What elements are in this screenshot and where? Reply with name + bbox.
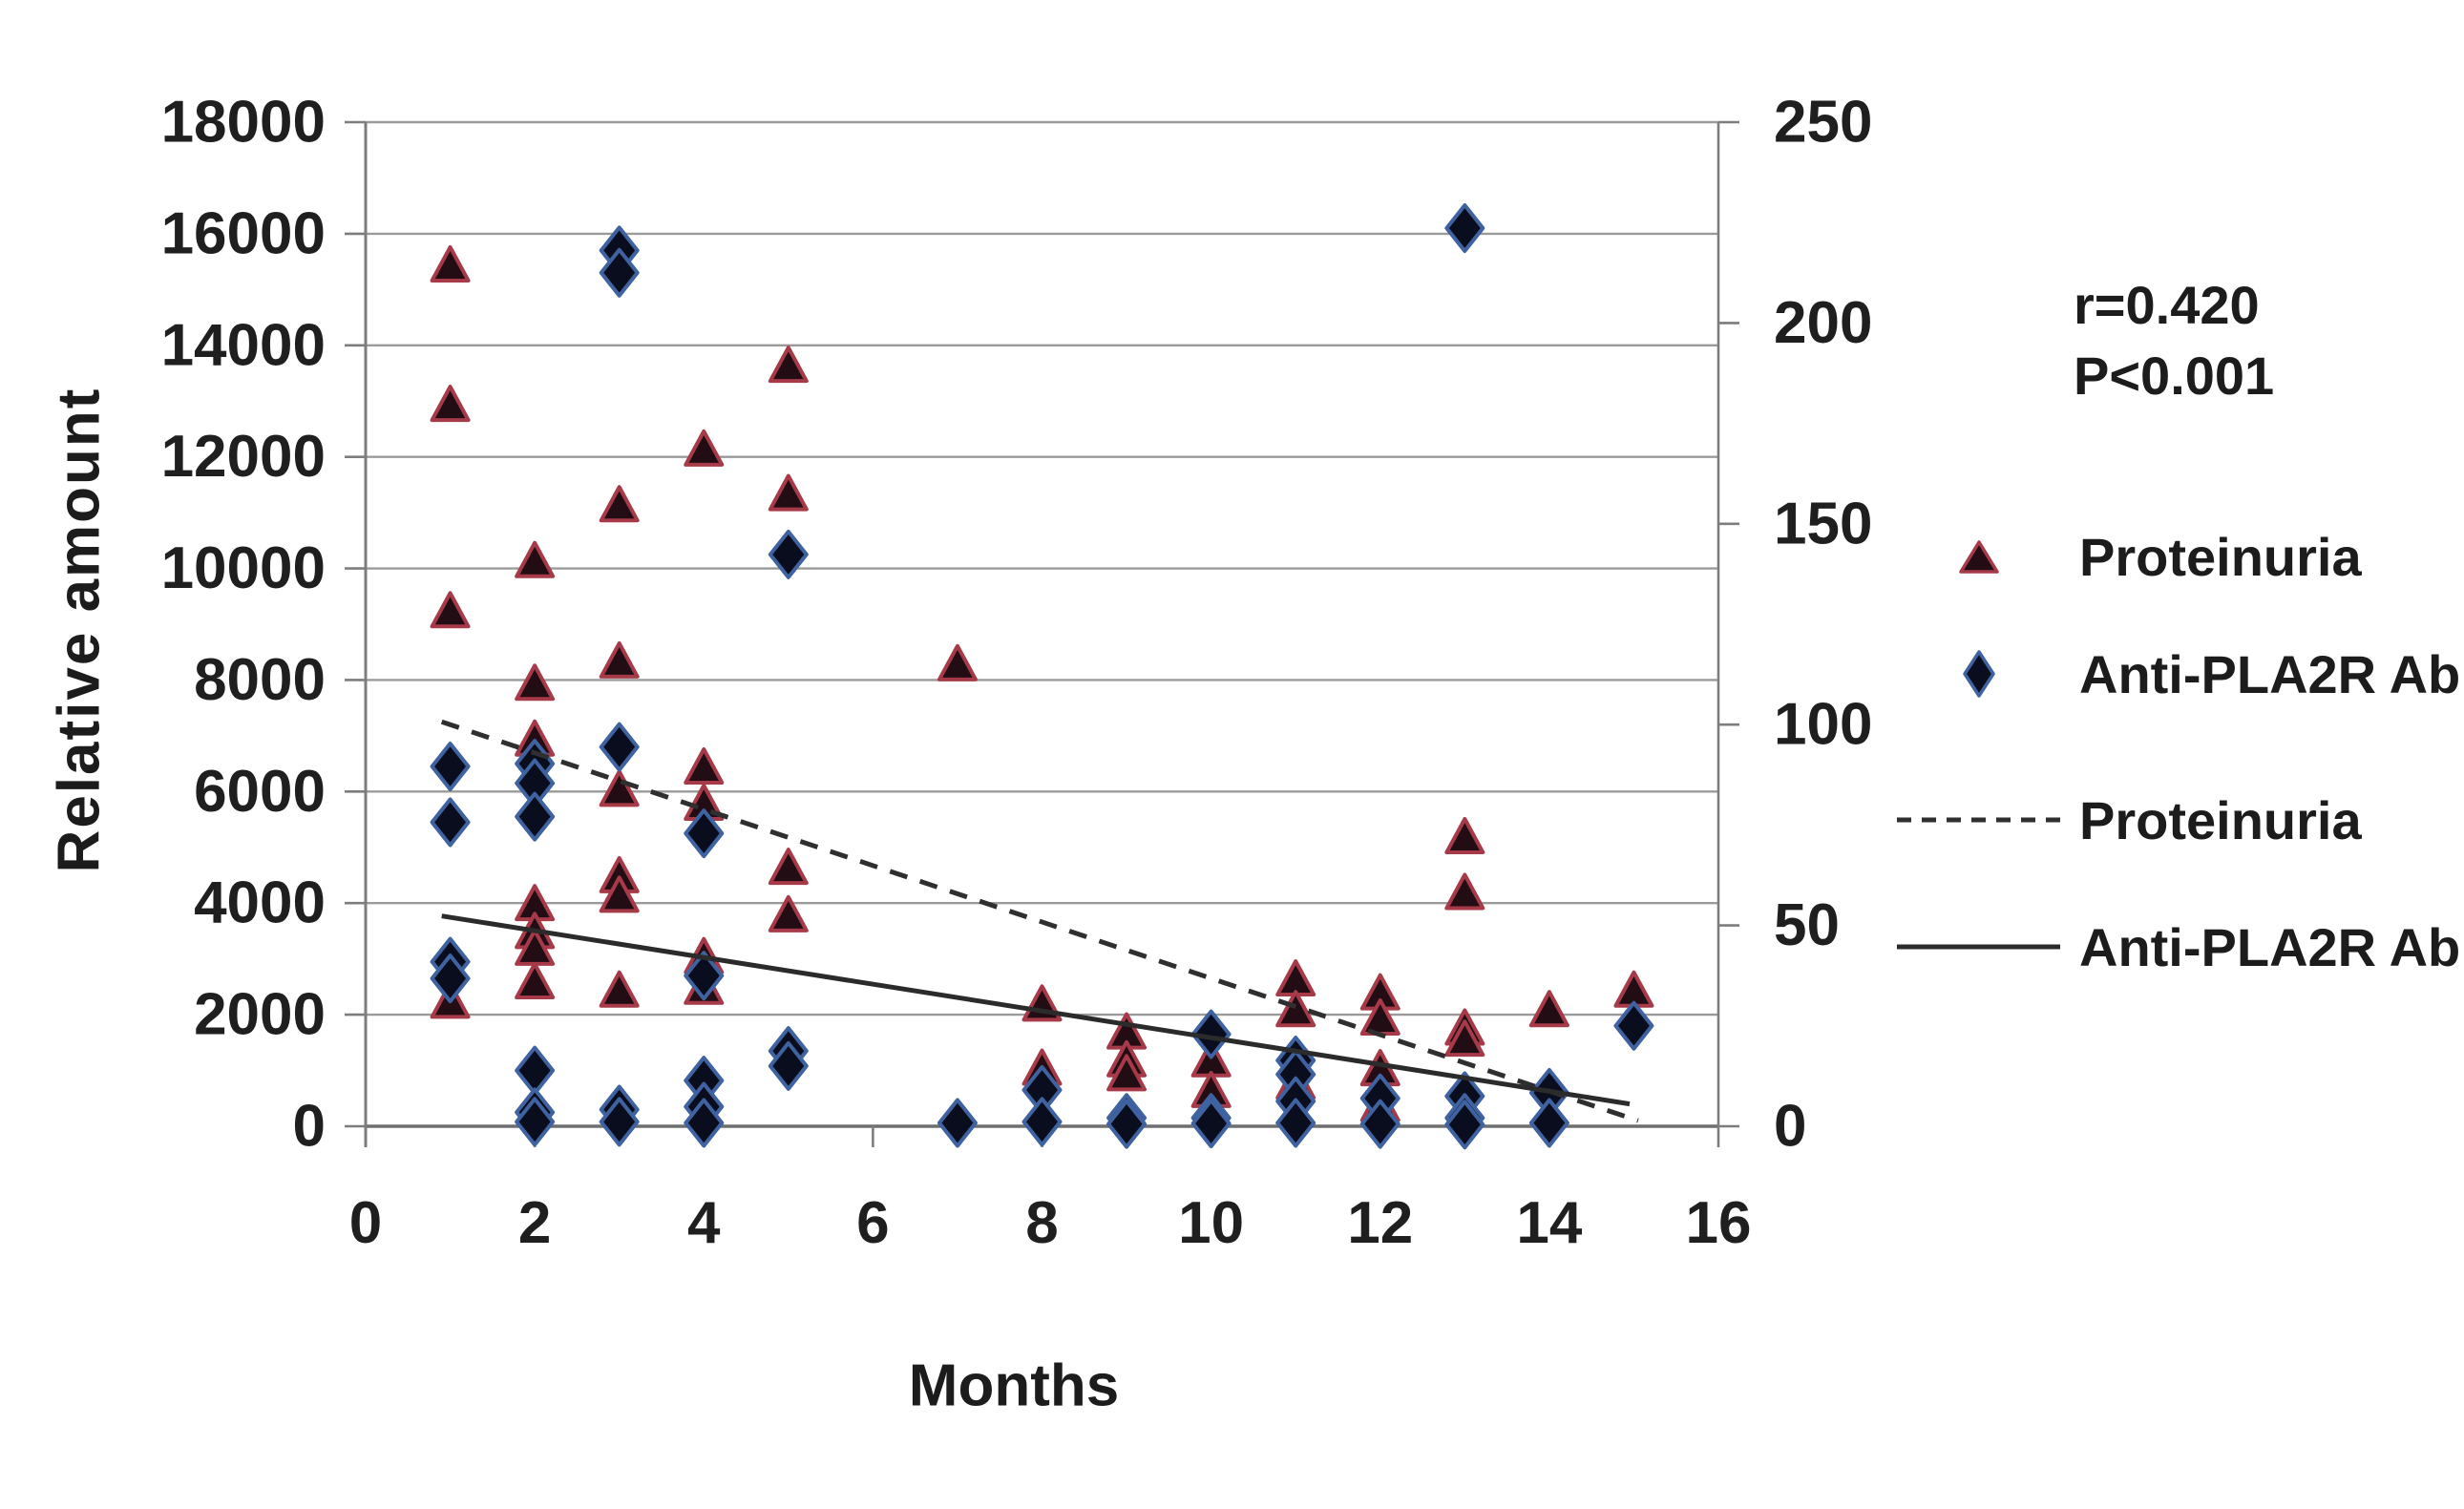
proteinuria-point xyxy=(599,875,640,913)
proteinuria-point xyxy=(1275,959,1316,997)
antipla2r-point xyxy=(1528,1098,1569,1148)
y-right-tick-label: 50 xyxy=(1774,892,1840,958)
y-left-tick-label: 6000 xyxy=(194,759,326,825)
annotation-r-value: r=0.420 xyxy=(2074,275,2260,335)
antipla2r-point xyxy=(1444,1100,1485,1150)
proteinuria-point xyxy=(1444,1019,1485,1058)
antipla2r-point xyxy=(599,1097,640,1147)
legend-label: Anti-PLA2R Ab xyxy=(2079,643,2461,704)
legend-item-antipla2r-trendline: Anti-PLA2R Ab xyxy=(1895,904,2464,990)
proteinuria-point xyxy=(599,970,640,1008)
legend-item-proteinuria-trendline: Proteinuria xyxy=(1895,777,2464,863)
antipla2r-point xyxy=(684,951,725,1001)
antipla2r-point xyxy=(684,1098,725,1148)
y-right-tick-label: 0 xyxy=(1774,1094,1806,1160)
x-tick-label: 14 xyxy=(1516,1190,1582,1256)
proteinuria-point xyxy=(1444,817,1485,855)
proteinuria-point xyxy=(768,848,809,886)
proteinuria-point xyxy=(1444,872,1485,911)
antipla2r-point xyxy=(515,1097,556,1147)
proteinuria-point xyxy=(430,385,471,423)
legend-label: Proteinuria xyxy=(2079,526,2362,587)
y-right-tick-label: 200 xyxy=(1774,290,1872,356)
proteinuria-point xyxy=(599,640,640,679)
proteinuria-point xyxy=(515,961,556,999)
antipla2r-point xyxy=(937,1098,978,1148)
antipla2r-point xyxy=(1106,1099,1148,1149)
x-tick-label: 12 xyxy=(1347,1190,1413,1256)
antipla2r-point xyxy=(1613,1000,1654,1051)
antipla2r-point xyxy=(684,808,725,859)
antipla2r-point xyxy=(768,529,809,579)
proteinuria-point xyxy=(768,346,809,384)
x-tick-label: 10 xyxy=(1178,1190,1244,1256)
antipla2r-point xyxy=(1190,1099,1232,1149)
y-left-tick-label: 14000 xyxy=(161,312,326,378)
x-tick-label: 16 xyxy=(1686,1190,1752,1256)
x-tick-label: 6 xyxy=(856,1190,889,1256)
x-tick-label: 0 xyxy=(349,1190,382,1256)
proteinuria-triangle-icon xyxy=(1895,537,2062,576)
antipla2r-point xyxy=(1444,203,1485,254)
proteinuria-point xyxy=(515,540,556,578)
correlation-annotation: r=0.420 P<0.001 xyxy=(2074,270,2274,411)
proteinuria-point xyxy=(515,663,556,702)
antipla2r-point xyxy=(515,1045,556,1096)
antipla2r-point xyxy=(1359,1099,1400,1149)
antipla2r-point xyxy=(1190,1009,1232,1059)
antipla2r-point xyxy=(430,797,471,848)
proteinuria-point xyxy=(599,485,640,523)
antipla2r-point xyxy=(599,247,640,298)
proteinuria-point xyxy=(430,591,471,629)
x-tick-label: 4 xyxy=(687,1190,721,1256)
proteinuria-point xyxy=(1275,990,1316,1028)
antipla2r-point xyxy=(1021,1097,1063,1147)
y-axis-title: Relative amount xyxy=(46,387,113,873)
proteinuria-point xyxy=(1528,990,1569,1028)
legend-item-antipla2r-marker: Anti-PLA2R Ab xyxy=(1895,631,2464,717)
x-axis-title: Months xyxy=(908,1352,1120,1419)
legend-label: Proteinuria xyxy=(2079,789,2362,850)
annotation-p-value: P<0.001 xyxy=(2074,345,2275,406)
proteinuria-point xyxy=(937,643,978,681)
y-left-tick-label: 2000 xyxy=(194,982,326,1048)
y-left-tick-label: 16000 xyxy=(161,200,326,266)
y-right-tick-label: 100 xyxy=(1774,692,1872,758)
proteinuria-point xyxy=(684,746,725,785)
antipla2r-point xyxy=(768,1040,809,1091)
x-tick-label: 2 xyxy=(518,1190,551,1256)
proteinuria-point xyxy=(1613,970,1654,1008)
dashed-trendline-icon xyxy=(1895,814,2062,826)
y-left-tick-label: 8000 xyxy=(194,647,326,713)
y-left-tick-label: 18000 xyxy=(161,90,326,156)
proteinuria-point xyxy=(430,244,471,283)
antipla2r-diamond-icon xyxy=(1895,648,2062,700)
antipla2r-point xyxy=(515,791,556,842)
y-left-tick-label: 4000 xyxy=(194,870,326,936)
antipla2r-point xyxy=(430,954,471,1004)
legend-label: Anti-PLA2R Ab xyxy=(2079,916,2461,977)
antipla2r-point xyxy=(430,742,471,792)
proteinuria-point xyxy=(599,769,640,807)
x-tick-label: 8 xyxy=(1025,1190,1058,1256)
antipla2r-trendline xyxy=(441,913,1631,1107)
y-left-tick-label: 0 xyxy=(293,1094,326,1160)
proteinuria-point xyxy=(1106,1054,1148,1092)
legend-item-proteinuria-marker: Proteinuria xyxy=(1895,513,2464,599)
y-left-tick-label: 12000 xyxy=(161,424,326,490)
y-right-tick-label: 150 xyxy=(1774,491,1872,556)
antipla2r-point xyxy=(599,722,640,772)
proteinuria-point xyxy=(684,429,725,467)
proteinuria-point xyxy=(768,473,809,512)
proteinuria-trendline xyxy=(440,719,1639,1123)
antipla2r-point xyxy=(1275,1098,1316,1148)
y-left-tick-label: 10000 xyxy=(161,535,326,601)
solid-trendline-icon xyxy=(1895,941,2062,953)
y-right-tick-label: 250 xyxy=(1774,90,1872,156)
proteinuria-point xyxy=(768,894,809,933)
